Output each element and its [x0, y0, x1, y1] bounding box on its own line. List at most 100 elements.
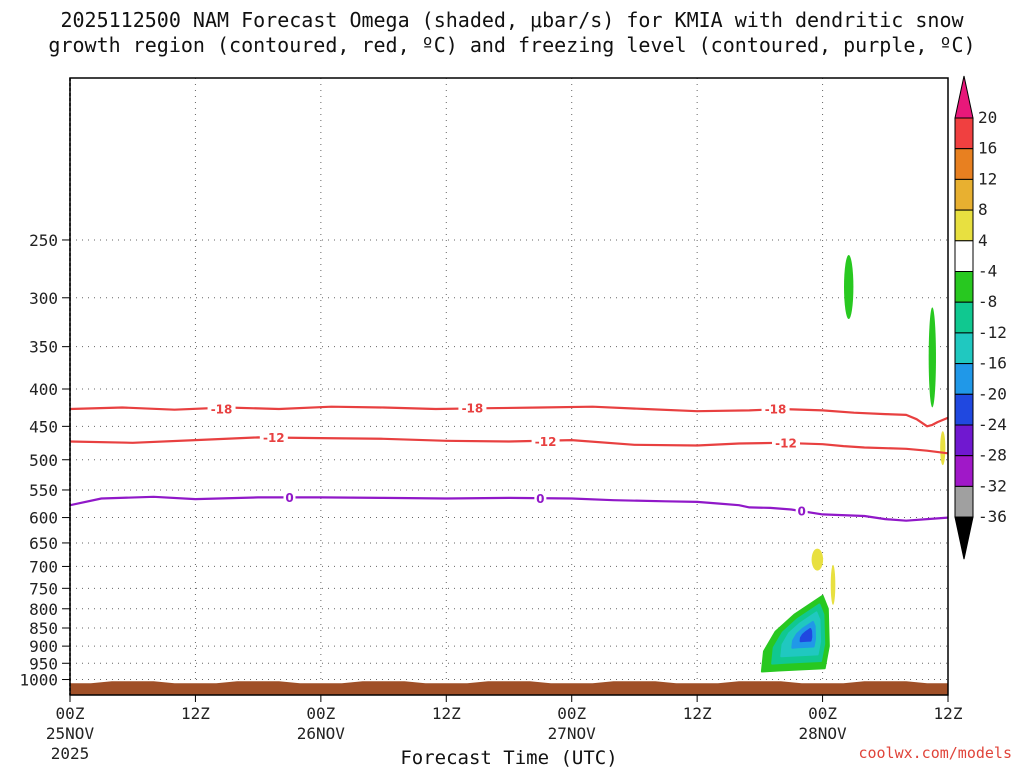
contour-label: -18 — [211, 402, 233, 416]
plot-area — [70, 78, 948, 695]
x-tick-label: 00Z — [306, 704, 335, 723]
x-tick-label: 25NOV — [46, 724, 95, 743]
contour-label: -18 — [765, 402, 787, 416]
x-tick-label: 12Z — [683, 704, 712, 723]
x-tick-label: 12Z — [432, 704, 461, 723]
colorbar-label: -20 — [978, 384, 1007, 403]
colorbar-label: -36 — [978, 507, 1007, 526]
y-tick-label: 950 — [29, 654, 58, 673]
omega-streak-yellow — [940, 431, 946, 466]
colorbar-label: -16 — [978, 354, 1007, 373]
colorbar-label: 12 — [978, 169, 997, 188]
colorbar-segment — [954, 178, 974, 211]
y-tick-label: 600 — [29, 509, 58, 528]
x-tick-label: 12Z — [181, 704, 210, 723]
y-tick-label: 650 — [29, 534, 58, 553]
credit-text: coolwx.com/models — [858, 744, 1012, 762]
colorbar-label: -32 — [978, 476, 1007, 495]
colorbar-segment — [954, 363, 974, 395]
colorbar-label: -28 — [978, 446, 1007, 465]
y-tick-label: 850 — [29, 619, 58, 638]
chart-title-line2: growth region (contoured, red, ºC) and f… — [48, 33, 976, 57]
colorbar-label: -24 — [978, 415, 1007, 434]
contour-label-bg — [761, 400, 790, 416]
colorbar-segment — [954, 271, 974, 303]
x-tick-label: 27NOV — [548, 724, 597, 743]
ground-fill — [70, 681, 948, 695]
y-tick-label: 300 — [29, 289, 58, 308]
x-tick-label: 2025 — [51, 744, 90, 763]
colorbar-label: -12 — [978, 323, 1007, 342]
colorbar-segment — [954, 240, 974, 273]
colorbar-label: 4 — [978, 231, 988, 250]
grid-lines — [70, 78, 948, 695]
ground-terrain — [70, 681, 948, 695]
colorbar-top-arrow — [954, 75, 974, 119]
colorbar-bottom-arrow — [954, 516, 974, 560]
contour-label: -12 — [535, 435, 557, 449]
contour-label: 0 — [285, 491, 293, 505]
contour-line-freezing — [70, 495, 948, 522]
contour-label-bg — [531, 433, 560, 449]
contour-label: -12 — [263, 431, 285, 445]
y-tick-label: 1000 — [19, 671, 58, 690]
contour-label: -12 — [775, 436, 797, 450]
x-tick-label: 00Z — [557, 704, 586, 723]
y-tick-label: 900 — [29, 637, 58, 656]
omega-streak-green — [843, 255, 854, 320]
omega-streak-green — [928, 307, 936, 408]
contour-label-bg — [283, 489, 296, 505]
plot-frame — [69, 77, 949, 696]
contour-label: 0 — [536, 492, 544, 506]
y-tick-label: 400 — [29, 380, 58, 399]
colorbar-segment — [954, 332, 974, 365]
colorbar: 20 16 12 8 4 -4 -8 -12 -16 -20 -24 -28 -32 -36 — [954, 75, 1007, 560]
colorbar-label: 8 — [978, 200, 988, 219]
contour-label: -18 — [462, 402, 484, 416]
contour-label-bg — [207, 400, 236, 416]
omega-region-24 — [799, 628, 813, 643]
contour-label: 0 — [797, 505, 805, 519]
colorbar-label: -8 — [978, 292, 997, 311]
contour-line-dgz — [70, 436, 948, 455]
colorbar-label: 20 — [978, 108, 997, 127]
colorbar-segment — [954, 301, 974, 334]
y-tick-label: 500 — [29, 451, 58, 470]
colorbar-label: -4 — [978, 262, 997, 281]
colorbar-segment — [954, 209, 974, 242]
colorbar-label: 16 — [978, 139, 997, 158]
y-tick-label: 250 — [29, 231, 58, 250]
x-tick-label: 28NOV — [798, 724, 847, 743]
x-tick-label: 12Z — [934, 704, 963, 723]
x-tick-label: 26NOV — [297, 724, 346, 743]
contour-label-bg — [259, 429, 288, 445]
contour-label-bg — [795, 503, 808, 519]
y-axis-ticks: 2503003504004505005506006507007508008509… — [19, 231, 70, 690]
contour-lines: -18 -18 -18 -12 -12 -12 0 0 0 — [70, 400, 948, 522]
colorbar-segment — [954, 424, 974, 457]
x-tick-label: 00Z — [56, 704, 85, 723]
y-tick-label: 800 — [29, 600, 58, 619]
omega-patch-yellow — [811, 548, 824, 571]
x-axis-label: Forecast Time (UTC) — [400, 747, 617, 768]
contour-line-dgz — [70, 405, 948, 428]
y-tick-label: 750 — [29, 579, 58, 598]
chart-title-line1: 2025112500 NAM Forecast Omega (shaded, μ… — [60, 8, 964, 32]
y-tick-label: 450 — [29, 417, 58, 436]
contour-label-bg — [534, 490, 547, 506]
omega-shading — [760, 255, 946, 673]
y-tick-label: 700 — [29, 557, 58, 576]
contour-label-bg — [771, 434, 800, 450]
colorbar-segment — [954, 455, 974, 487]
colorbar-segment — [954, 148, 974, 180]
colorbar-segment — [954, 117, 974, 150]
omega-streak-yellow — [830, 564, 836, 605]
y-tick-label: 350 — [29, 338, 58, 357]
x-tick-label: 00Z — [808, 704, 837, 723]
colorbar-segment — [954, 393, 974, 426]
contour-label-bg — [458, 400, 487, 416]
y-tick-label: 550 — [29, 481, 58, 500]
colorbar-segment — [954, 485, 974, 518]
